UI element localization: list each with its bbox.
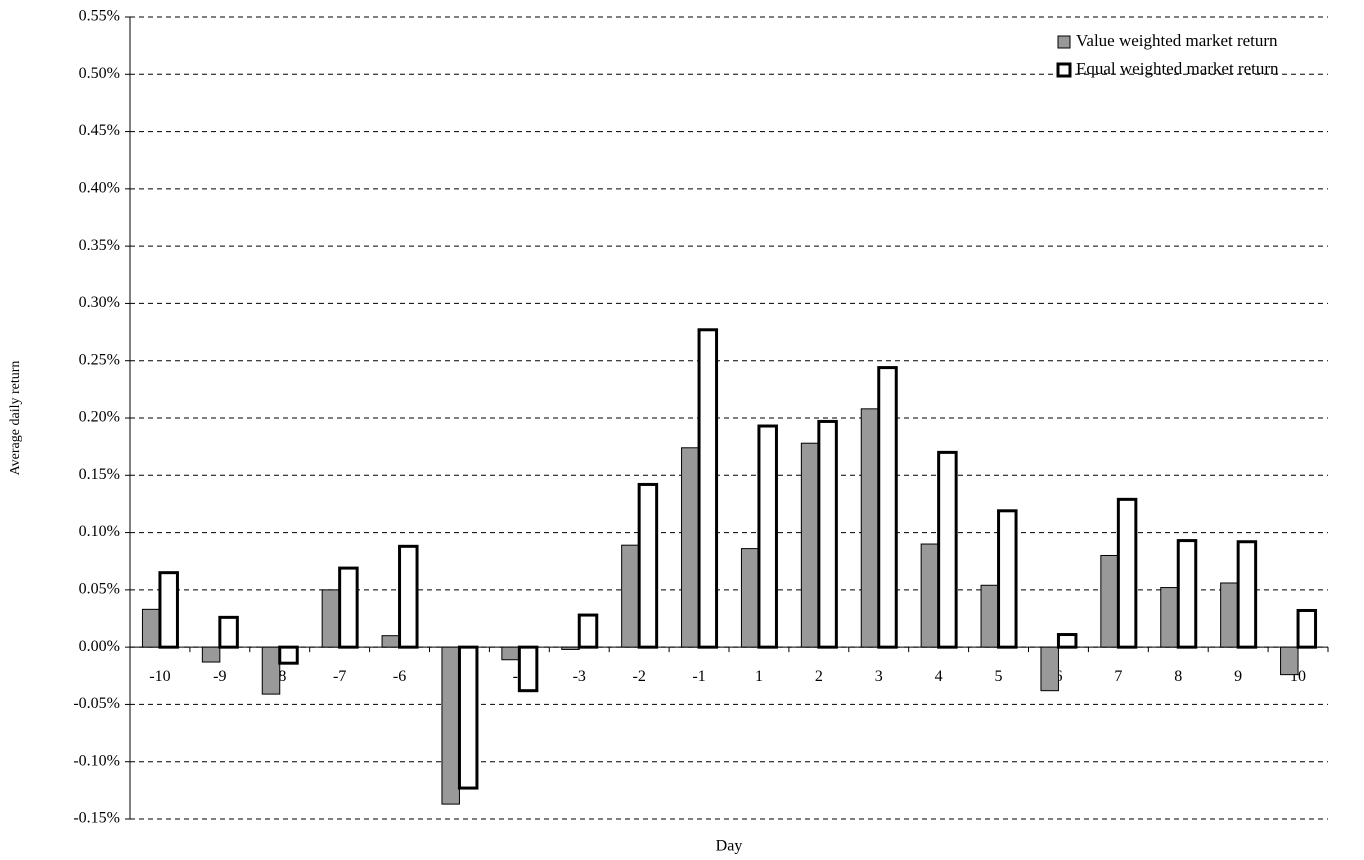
bar <box>278 645 299 665</box>
x-tick-label: -2 <box>632 668 645 685</box>
bar <box>980 584 1000 648</box>
bar <box>621 544 640 648</box>
bar <box>1040 646 1059 692</box>
y-tick-label: 0.35% <box>79 237 120 254</box>
x-tick-label: -7 <box>333 668 346 685</box>
x-axis-label: Day <box>716 838 743 855</box>
x-tick-label: -3 <box>573 668 586 685</box>
y-tick-label: 0.50% <box>79 65 120 82</box>
legend-swatch <box>1057 35 1071 49</box>
y-tick-label: 0.55% <box>79 8 120 25</box>
bar <box>261 646 281 695</box>
y-tick-label: -0.05% <box>73 695 120 712</box>
bar <box>158 571 179 649</box>
bar <box>141 608 161 648</box>
bar <box>757 424 778 649</box>
bar <box>920 543 940 648</box>
y-tick-label: 0.00% <box>79 638 120 655</box>
bar <box>381 635 401 648</box>
legend-swatch <box>1056 62 1072 78</box>
bar <box>997 509 1018 649</box>
bar <box>800 442 820 648</box>
bar <box>338 566 359 649</box>
x-tick-label: 8 <box>1174 668 1182 685</box>
legend-label: Equal weighted market return <box>1076 59 1279 78</box>
x-tick-label: 3 <box>875 668 883 685</box>
y-tick-label: 0.05% <box>79 581 120 598</box>
bar <box>1116 497 1138 649</box>
bar <box>1160 587 1179 648</box>
y-tick-label: 0.20% <box>79 409 120 426</box>
bar <box>637 482 659 649</box>
bar <box>1236 540 1258 649</box>
bar <box>398 544 419 649</box>
x-tick-label: -6 <box>393 668 406 685</box>
x-tick-label: 4 <box>935 668 943 685</box>
bar <box>561 646 580 650</box>
y-tick-label: 0.30% <box>79 294 120 311</box>
bar <box>517 645 539 693</box>
x-tick-label: 7 <box>1114 668 1122 685</box>
bar <box>860 408 880 648</box>
bar <box>441 646 460 805</box>
bar <box>817 419 838 649</box>
bar <box>1056 633 1078 649</box>
y-tick-label: 0.40% <box>79 180 120 197</box>
y-tick-label: -0.15% <box>73 810 120 827</box>
bar <box>937 450 958 649</box>
bar <box>218 615 239 649</box>
bar <box>1220 582 1239 648</box>
bar <box>457 645 479 790</box>
x-tick-label: -9 <box>213 668 226 685</box>
y-tick-label: 0.45% <box>79 122 120 139</box>
x-tick-label: 1 <box>755 668 763 685</box>
bar <box>1176 539 1198 649</box>
y-axis-label: Average daily return <box>8 361 23 476</box>
x-tick-label: 5 <box>995 668 1003 685</box>
bar <box>1100 554 1119 648</box>
x-tick-label: 2 <box>815 668 823 685</box>
bar <box>501 646 520 661</box>
bar <box>877 366 898 649</box>
y-tick-label: 0.10% <box>79 523 120 540</box>
y-tick-label: 0.25% <box>79 351 120 368</box>
bar <box>1296 608 1318 649</box>
bar <box>740 548 760 648</box>
bar <box>1280 646 1299 676</box>
x-tick-label: -10 <box>149 668 170 685</box>
bar <box>681 447 700 648</box>
bar <box>321 589 341 648</box>
bar <box>201 646 221 663</box>
x-tick-label: 9 <box>1234 668 1242 685</box>
y-tick-label: -0.10% <box>73 752 120 769</box>
bar <box>577 613 599 649</box>
y-tick-label: 0.15% <box>79 466 120 483</box>
bar <box>697 328 719 649</box>
x-tick-label: -1 <box>692 668 705 685</box>
legend-label: Value weighted market return <box>1076 31 1278 50</box>
